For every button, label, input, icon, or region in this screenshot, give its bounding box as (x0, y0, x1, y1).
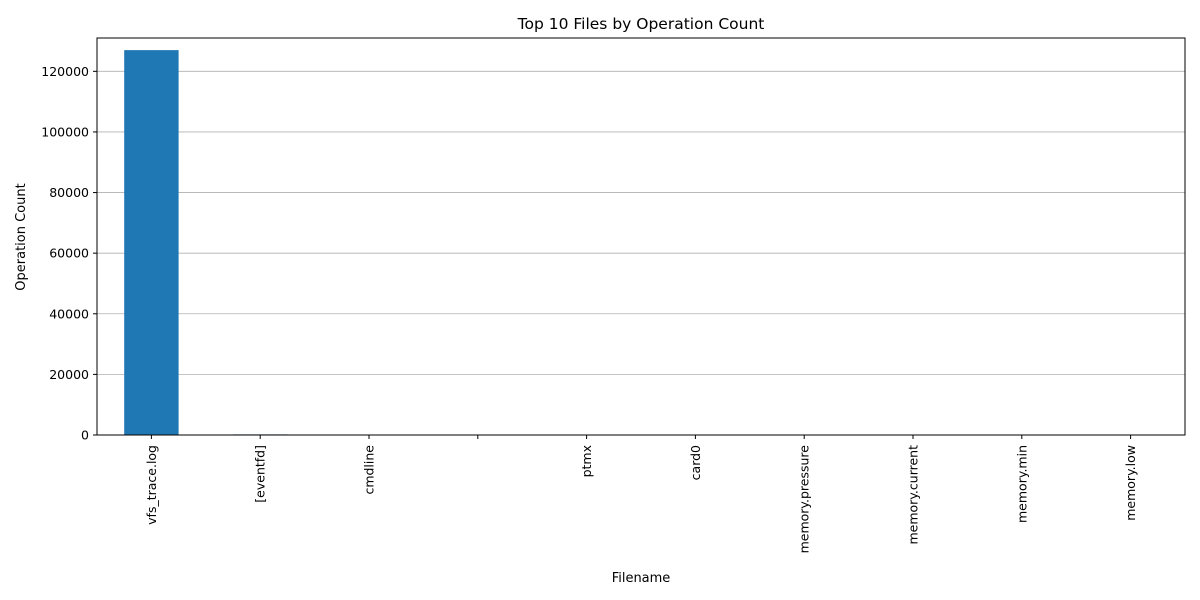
x-tick-label: cmdline (362, 445, 377, 495)
x-axis-ticks: vfs_trace.log [eventfd] cmdline ptmx card0 me… (144, 435, 1138, 553)
x-tick-label: ptmx (579, 445, 594, 477)
y-tick-label: 40000 (49, 306, 89, 321)
x-tick-label: vfs_trace.log (144, 445, 159, 525)
y-tick-label: 80000 (49, 185, 89, 200)
x-tick-label: memory.pressure (797, 445, 812, 554)
y-axis-ticks: 0 20000 40000 60000 80000 100000 120000 (41, 64, 97, 443)
y-tick-label: 20000 (49, 367, 89, 382)
y-tick-label: 60000 (49, 246, 89, 261)
bars (124, 50, 1158, 436)
y-axis-title: Operation Count (14, 183, 29, 290)
x-axis-title: Filename (612, 571, 671, 586)
bar (124, 50, 179, 436)
x-tick-label: card0 (688, 445, 703, 480)
x-tick-label: memory.min (1014, 445, 1029, 523)
x-tick-label: memory.current (906, 445, 921, 545)
x-tick-label: [eventfd] (253, 445, 268, 503)
y-tick-label: 100000 (41, 124, 89, 139)
gridlines (97, 70, 1185, 375)
plot-frame (96, 37, 1186, 436)
chart-title: Top 10 Files by Operation Count (517, 15, 765, 33)
y-tick-label: 0 (81, 428, 89, 443)
x-tick-label: memory.low (1123, 445, 1138, 521)
y-tick-label: 120000 (41, 64, 89, 79)
